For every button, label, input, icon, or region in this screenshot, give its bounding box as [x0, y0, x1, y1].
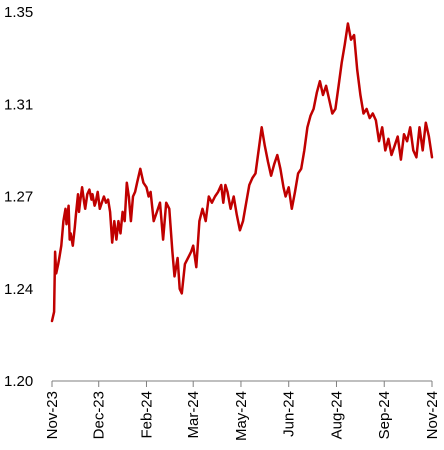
x-tick-label: Jun-24 [281, 391, 298, 437]
x-axis-tick-labels: Nov-23 Dec-23 Feb-24 Mar-24 May-24 Jun-24 Aug-… [44, 391, 441, 441]
x-tick-label: Nov-23 [44, 391, 61, 439]
y-axis-tick-labels: 1.20 1.24 1.27 1.31 1.35 [4, 4, 33, 390]
y-tick-label: 1.35 [4, 4, 33, 21]
x-tick-label: Feb-24 [138, 391, 155, 439]
y-tick-label: 1.24 [4, 281, 33, 298]
y-tick-label: 1.27 [4, 189, 33, 206]
x-tick-label: May-24 [233, 391, 250, 441]
x-tick-label: Nov-24 [424, 391, 441, 439]
x-axis-ticks [51, 381, 433, 387]
x-tick-label: Dec-23 [91, 391, 108, 439]
y-tick-label: 1.31 [4, 96, 33, 113]
x-tick-label: Mar-24 [185, 391, 202, 439]
x-tick-label: Aug-24 [328, 391, 345, 439]
series-line [50, 22, 434, 323]
x-tick-label: Sep-24 [376, 391, 393, 439]
y-tick-label: 1.20 [4, 373, 33, 390]
